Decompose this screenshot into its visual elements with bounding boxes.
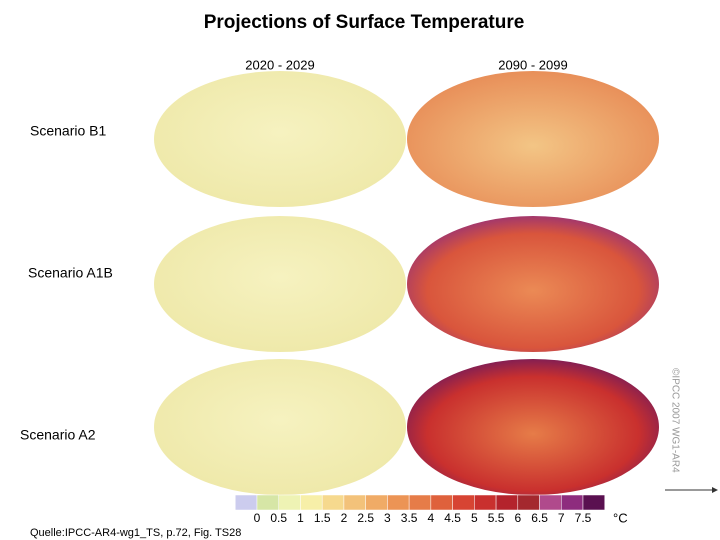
colorbar: 0 0.5 1 1.5 2 2.5 3 3.5 4 4.5 5 5.5 6 6.5 7 7.5: [235, 494, 605, 525]
color-swatch: [278, 494, 301, 511]
unit: °C: [613, 510, 628, 525]
colorbar-tick-label: 4.5: [444, 511, 461, 525]
colorbar-tick-label: 0.5: [270, 511, 287, 525]
color-swatch: [539, 494, 562, 511]
color-swatch: [235, 494, 258, 511]
colorbar-tick-label: 0: [254, 511, 261, 525]
colorbar-tick-label: 6.5: [531, 511, 548, 525]
colorbar-tick-label: 1: [297, 511, 304, 525]
colorbar-tick-label: 3.5: [401, 511, 418, 525]
color-swatch: [582, 494, 605, 511]
color-swatch: [474, 494, 497, 511]
source: Quelle:IPCC-AR4-wg1_TS, p.72, Fig. TS28: [30, 527, 241, 539]
colorbar-tick-label: 2.5: [357, 511, 374, 525]
color-swatch: [343, 494, 366, 511]
row-label: Scenario A1B: [28, 265, 113, 281]
map-grid: [154, 71, 659, 495]
color-swatch: [430, 494, 453, 511]
colorbar-tick-label: 5.5: [488, 511, 505, 525]
colorbar-tick-label: 3: [384, 511, 391, 525]
column-header: 2020 - 2029: [245, 57, 314, 72]
color-swatch: [408, 494, 432, 511]
colorbar-tick-label: 7.5: [575, 511, 592, 525]
color-swatch: [561, 494, 584, 511]
column-header: 2090 - 2099: [498, 57, 567, 72]
color-swatch: [300, 494, 323, 511]
colorbar-tick-label: 7: [558, 511, 565, 525]
row-label: Scenario A2: [20, 427, 96, 443]
colorbar-tick-label: 6: [514, 511, 521, 525]
colorbar-tick-label: 2: [341, 511, 348, 525]
colorbar-tick-label: 4: [428, 511, 435, 525]
color-swatch: [321, 494, 345, 511]
arrow-head: [712, 487, 718, 493]
map: [407, 216, 659, 352]
map: [154, 71, 406, 207]
map: [154, 359, 406, 495]
color-swatch: [517, 494, 540, 511]
colorbar-tick-label: 5: [471, 511, 478, 525]
color-swatch: [452, 494, 475, 511]
color-swatch: [365, 494, 388, 511]
map: [154, 216, 406, 352]
row-label: Scenario B1: [30, 123, 106, 139]
colorbar-tick-label: 1.5: [314, 511, 331, 525]
map: [407, 359, 659, 495]
map: [407, 71, 659, 207]
color-swatch: [256, 494, 279, 511]
title: Projections of Surface Temperature: [204, 12, 525, 33]
color-swatch: [495, 494, 519, 511]
color-swatch: [387, 494, 410, 511]
watermark: ©IPCC 2007 WG1-AR4: [669, 368, 680, 473]
